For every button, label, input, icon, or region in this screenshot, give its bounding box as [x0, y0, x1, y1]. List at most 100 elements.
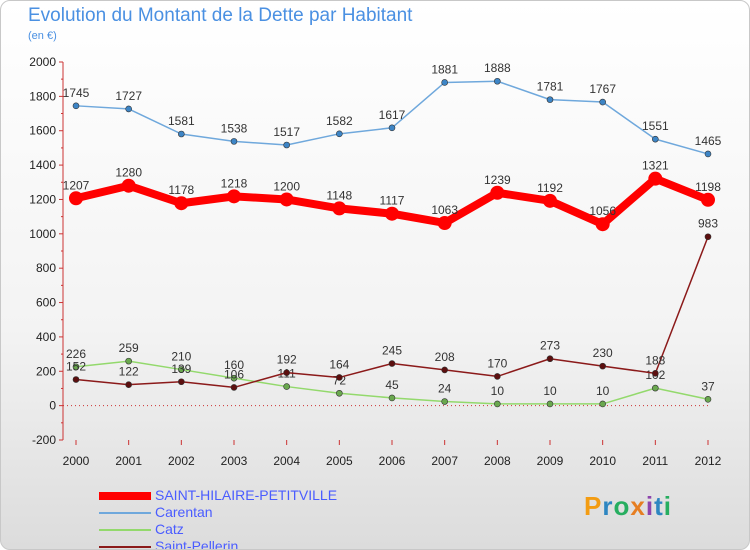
data-label: 152: [66, 360, 86, 374]
data-point: [599, 400, 606, 408]
legend-swatch: [99, 492, 151, 500]
data-point: [388, 360, 396, 367]
data-label: 1321: [642, 159, 669, 173]
logo-letter: i: [663, 491, 672, 521]
data-label: 1239: [484, 173, 511, 187]
data-point: [230, 374, 238, 382]
data-label: 45: [385, 378, 399, 392]
data-point: [543, 193, 557, 208]
data-point: [125, 357, 132, 365]
x-tick-label: 2003: [221, 454, 248, 468]
data-label: 24: [438, 382, 452, 396]
data-label: 10: [491, 384, 505, 398]
legend: SAINT-HILAIRE-PETITVILLE Carentan Catz Sain…: [99, 487, 359, 550]
data-label: 226: [66, 347, 86, 361]
data-label: 1148: [326, 188, 352, 202]
x-tick-label: 2010: [589, 454, 616, 468]
data-label: 1178: [168, 183, 194, 197]
data-label: 208: [435, 350, 455, 364]
data-label: 160: [224, 358, 244, 372]
legend-item: Catz: [99, 521, 359, 538]
y-tick-label: 1200: [29, 192, 56, 206]
data-label: 1517: [273, 125, 300, 139]
legend-label: Saint-Pellerin: [155, 538, 239, 550]
data-label: 1192: [537, 181, 563, 195]
x-tick-label: 2006: [379, 454, 406, 468]
data-point: [72, 363, 80, 371]
data-point: [336, 130, 343, 138]
logo-letter: P: [584, 491, 603, 521]
data-point: [178, 366, 185, 373]
logo-letter: r: [602, 491, 614, 521]
y-tick-label: 0: [49, 399, 56, 413]
y-tick-label: 1800: [29, 89, 56, 103]
data-point: [283, 369, 290, 376]
legend-label: SAINT-HILAIRE-PETITVILLE: [155, 487, 338, 503]
y-tick-label: 1000: [29, 227, 56, 241]
data-point: [336, 374, 343, 381]
x-tick-label: 2001: [115, 454, 142, 468]
data-point: [652, 135, 659, 143]
data-point: [494, 77, 501, 85]
data-label: 245: [382, 344, 402, 358]
y-tick-label: 1400: [29, 158, 56, 172]
logo-letter: t: [654, 491, 664, 521]
legend-swatch: [99, 529, 151, 531]
x-tick-label: 2005: [326, 454, 353, 468]
data-point: [599, 362, 606, 370]
y-tick-label: 2000: [29, 55, 56, 69]
data-label: 1617: [379, 108, 406, 122]
x-tick-label: 2004: [273, 454, 300, 468]
data-label: 1581: [168, 114, 195, 128]
data-point: [227, 189, 241, 204]
y-tick-label: -200: [32, 433, 56, 447]
data-point: [595, 217, 610, 232]
data-label: 1767: [589, 82, 616, 96]
legend-item: Carentan: [99, 504, 359, 521]
data-point: [546, 355, 554, 363]
x-tick-label: 2012: [695, 454, 722, 468]
y-tick-label: 200: [36, 364, 56, 378]
data-point: [494, 400, 501, 408]
data-point: [494, 373, 501, 380]
data-point: [230, 138, 238, 145]
data-point: [283, 141, 290, 149]
data-point: [648, 171, 663, 186]
data-point: [121, 178, 136, 193]
data-label: 122: [119, 365, 139, 379]
data-label: 164: [329, 357, 349, 371]
data-label: 1218: [221, 176, 248, 190]
data-point: [441, 366, 448, 374]
x-tick-label: 2008: [484, 454, 511, 468]
legend-label: Catz: [155, 521, 184, 537]
data-label: 1200: [273, 179, 300, 193]
data-point: [701, 192, 715, 207]
data-point: [174, 196, 189, 211]
logo-letter: x: [630, 491, 646, 521]
chart-subtitle: (en €): [28, 30, 57, 42]
data-point: [230, 384, 238, 391]
data-point: [704, 233, 712, 241]
data-label: 230: [593, 346, 613, 360]
data-point: [546, 96, 554, 103]
x-tick-label: 2007: [431, 454, 458, 468]
data-label: 983: [698, 217, 718, 231]
data-point: [704, 395, 712, 403]
data-point: [388, 394, 396, 402]
data-point: [336, 389, 343, 397]
x-tick-label: 2000: [63, 454, 90, 468]
data-label: 1582: [326, 114, 353, 128]
data-point: [546, 400, 554, 408]
data-label: 1551: [642, 119, 669, 133]
data-point: [490, 185, 505, 200]
y-tick-label: 400: [36, 330, 56, 344]
data-point: [125, 105, 132, 113]
data-label: 1727: [115, 89, 142, 103]
data-label: 170: [487, 356, 507, 370]
data-point: [69, 191, 83, 206]
data-point: [437, 215, 452, 230]
data-label: 273: [540, 339, 560, 353]
logo-letter: o: [613, 491, 631, 521]
data-point: [652, 384, 659, 392]
